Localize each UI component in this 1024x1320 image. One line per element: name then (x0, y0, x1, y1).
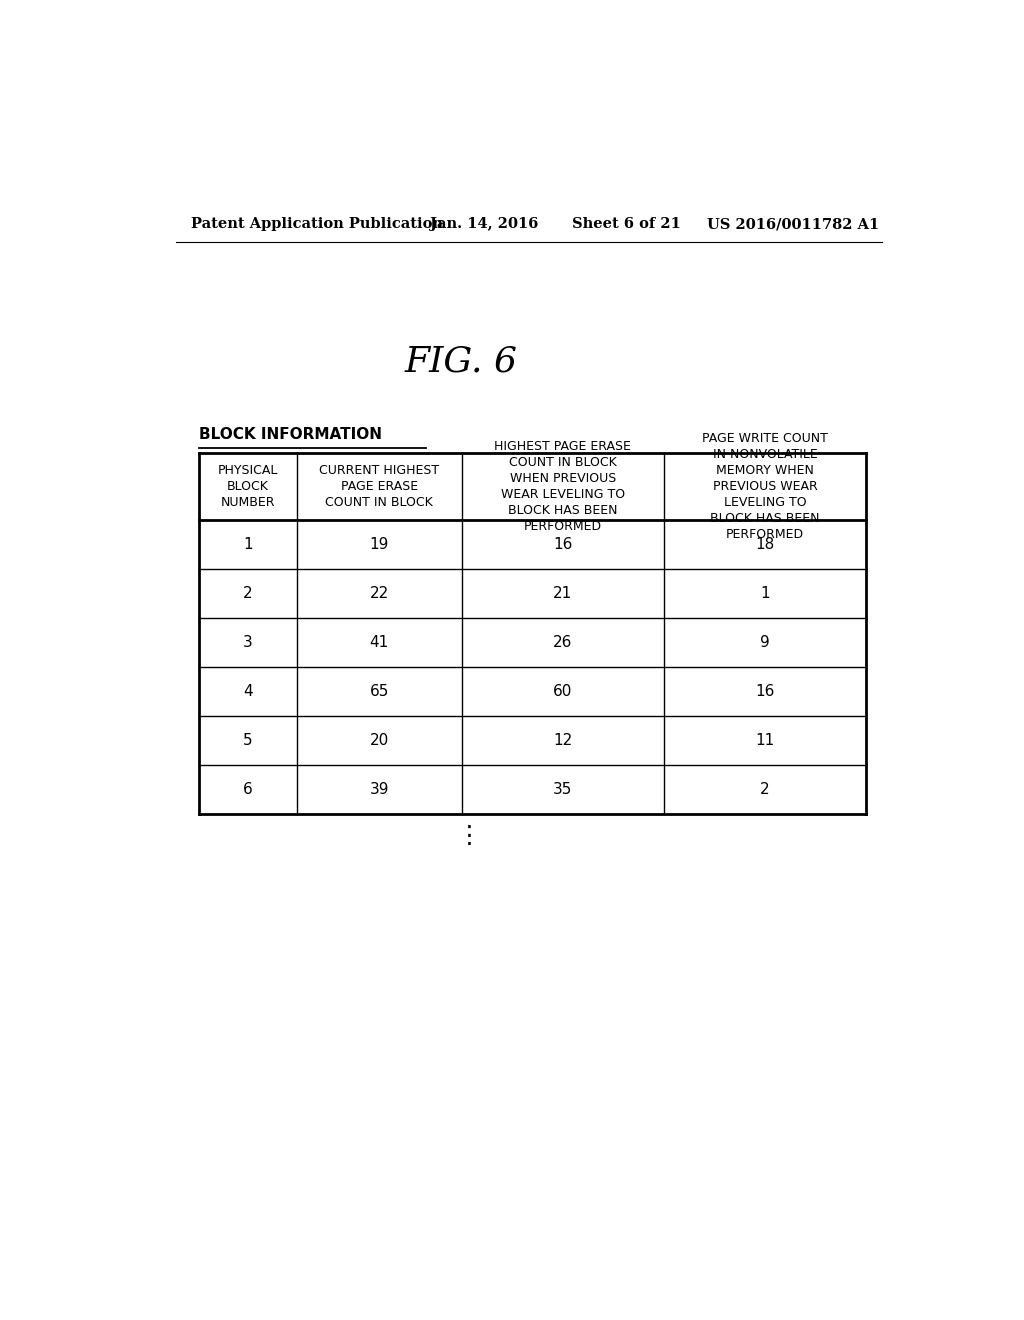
Text: PHYSICAL
BLOCK
NUMBER: PHYSICAL BLOCK NUMBER (218, 465, 279, 510)
Text: US 2016/0011782 A1: US 2016/0011782 A1 (708, 218, 880, 231)
Text: 39: 39 (370, 781, 389, 797)
Text: 65: 65 (370, 684, 389, 700)
Text: Patent Application Publication: Patent Application Publication (191, 218, 443, 231)
Text: 3: 3 (244, 635, 253, 649)
Text: Sheet 6 of 21: Sheet 6 of 21 (572, 218, 681, 231)
Text: 9: 9 (760, 635, 770, 649)
Text: 1: 1 (760, 586, 770, 601)
Text: 22: 22 (370, 586, 389, 601)
Text: 18: 18 (756, 537, 774, 552)
Text: 6: 6 (244, 781, 253, 797)
Text: 12: 12 (553, 733, 572, 748)
Text: 35: 35 (553, 781, 572, 797)
Text: ⋮: ⋮ (457, 824, 481, 849)
Text: 16: 16 (553, 537, 572, 552)
Text: HIGHEST PAGE ERASE
COUNT IN BLOCK
WHEN PREVIOUS
WEAR LEVELING TO
BLOCK HAS BEEN
: HIGHEST PAGE ERASE COUNT IN BLOCK WHEN P… (495, 440, 631, 533)
Text: 26: 26 (553, 635, 572, 649)
Text: 20: 20 (370, 733, 389, 748)
Text: 2: 2 (760, 781, 770, 797)
Text: 4: 4 (244, 684, 253, 700)
Text: 5: 5 (244, 733, 253, 748)
Text: Jan. 14, 2016: Jan. 14, 2016 (430, 218, 538, 231)
Text: 16: 16 (756, 684, 774, 700)
Text: CURRENT HIGHEST
PAGE ERASE
COUNT IN BLOCK: CURRENT HIGHEST PAGE ERASE COUNT IN BLOC… (319, 465, 439, 510)
Text: 1: 1 (244, 537, 253, 552)
Text: 41: 41 (370, 635, 389, 649)
Text: 60: 60 (553, 684, 572, 700)
Text: 19: 19 (370, 537, 389, 552)
Text: 2: 2 (244, 586, 253, 601)
Text: 11: 11 (756, 733, 774, 748)
Text: BLOCK INFORMATION: BLOCK INFORMATION (200, 428, 382, 442)
Text: FIG. 6: FIG. 6 (404, 345, 518, 379)
Text: PAGE WRITE COUNT
IN NONVOLATILE
MEMORY WHEN
PREVIOUS WEAR
LEVELING TO
BLOCK HAS : PAGE WRITE COUNT IN NONVOLATILE MEMORY W… (702, 432, 827, 541)
Text: 21: 21 (553, 586, 572, 601)
